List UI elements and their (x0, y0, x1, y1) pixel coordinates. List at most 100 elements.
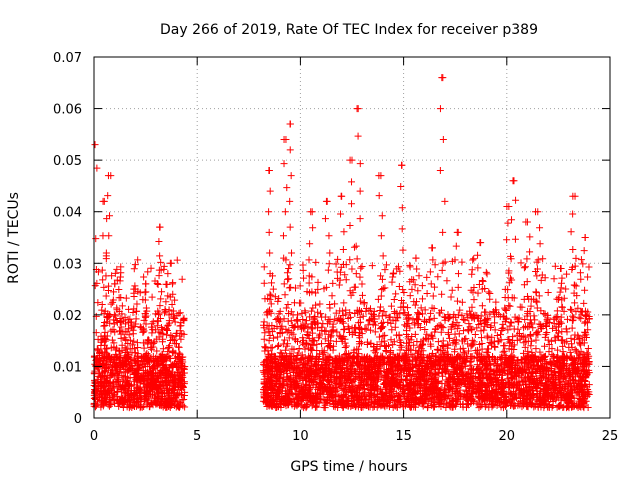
data-point (497, 331, 505, 339)
data-point (305, 279, 313, 287)
data-point (423, 290, 431, 298)
data-point (581, 319, 589, 327)
data-point (100, 353, 108, 361)
data-point (539, 255, 547, 263)
data-point (501, 306, 509, 314)
data-point (170, 313, 178, 321)
data-point (177, 376, 185, 384)
data-point (110, 383, 118, 391)
data-point (149, 326, 157, 334)
data-point (302, 317, 310, 325)
data-point (125, 305, 133, 313)
data-point (287, 317, 295, 325)
data-point (390, 269, 398, 277)
data-point (170, 307, 178, 315)
data-point (345, 325, 353, 333)
data-point (156, 381, 164, 389)
data-point (131, 370, 139, 378)
data-point (134, 401, 142, 409)
data-point (153, 347, 161, 355)
data-point (159, 361, 167, 369)
data-point (541, 342, 549, 350)
data-point (283, 269, 291, 277)
data-point (154, 393, 162, 401)
data-point (523, 255, 531, 263)
data-point (446, 334, 454, 342)
data-point (143, 376, 151, 384)
data-point (287, 308, 295, 316)
data-point (116, 364, 124, 372)
data-point (520, 295, 528, 303)
data-point (260, 335, 268, 343)
data-point (137, 377, 145, 385)
data-point (136, 323, 144, 331)
data-point (93, 376, 101, 384)
data-point (456, 306, 464, 314)
data-point (358, 280, 366, 288)
data-point (406, 261, 414, 269)
data-point (576, 269, 584, 277)
data-point (173, 361, 181, 369)
data-point (377, 303, 385, 311)
data-point (128, 404, 136, 412)
data-point (117, 386, 125, 394)
data-point (418, 282, 426, 290)
data-point (130, 265, 138, 273)
data-point (96, 372, 104, 380)
data-point (563, 315, 571, 323)
data-point (356, 273, 364, 281)
chart-title: Day 266 of 2019, Rate Of TEC Index for r… (160, 22, 538, 38)
data-point (477, 334, 485, 342)
data-point (458, 258, 466, 266)
data-point (419, 310, 427, 318)
data-point (97, 380, 105, 388)
data-point (121, 388, 129, 396)
data-point (107, 327, 115, 335)
data-point (550, 275, 558, 283)
data-point (102, 345, 110, 353)
data-point (107, 358, 115, 366)
data-point (169, 335, 177, 343)
data-point (293, 316, 301, 324)
data-point (269, 285, 277, 293)
data-point (325, 260, 333, 268)
data-point (297, 299, 305, 307)
data-point (134, 256, 142, 264)
data-point (159, 330, 167, 338)
data-point (125, 379, 133, 387)
data-point (122, 336, 130, 344)
data-point (149, 343, 157, 351)
data-point (151, 277, 159, 285)
data-point (104, 401, 112, 409)
data-point (415, 272, 423, 280)
data-point (92, 395, 100, 403)
data-point (117, 293, 125, 301)
data-point (492, 298, 500, 306)
data-point (153, 335, 161, 343)
data-point (431, 261, 439, 269)
data-point (299, 266, 307, 274)
data-point (519, 349, 527, 357)
data-point (482, 308, 490, 316)
data-point (142, 388, 150, 396)
data-point (483, 270, 491, 278)
data-point (381, 266, 389, 274)
data-points (90, 74, 593, 412)
data-point (554, 296, 562, 304)
data-point (100, 322, 108, 330)
data-point (154, 392, 162, 400)
data-point (144, 355, 152, 363)
data-point (487, 324, 495, 332)
data-point (160, 355, 168, 363)
data-point (359, 312, 367, 320)
data-point (172, 392, 180, 400)
data-point (116, 314, 124, 322)
data-point (408, 285, 416, 293)
data-point (96, 357, 104, 365)
data-point (314, 278, 322, 286)
data-point (491, 319, 499, 327)
data-point (382, 261, 390, 269)
data-point (158, 288, 166, 296)
data-point (141, 360, 149, 368)
